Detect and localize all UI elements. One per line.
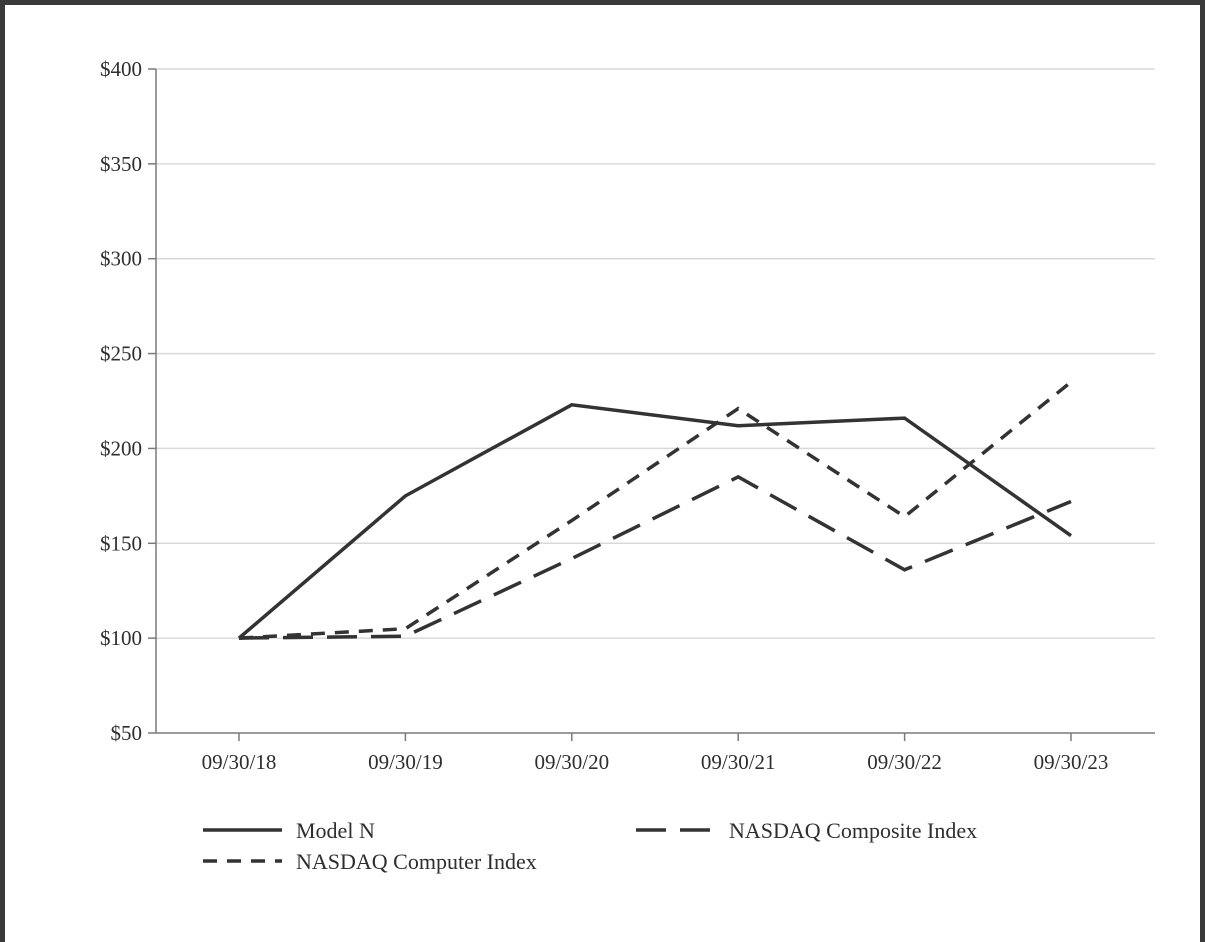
legend-label-nasdaq-composite: NASDAQ Composite Index [729,818,977,843]
y-tick-label: $350 [100,152,142,176]
gridlines [156,68,1155,639]
x-tick-label: 09/30/22 [867,750,942,774]
y-tick-label: $150 [100,531,142,555]
legend-item-nasdaq-computer: NASDAQ Computer Index [203,849,537,874]
series-line-nasdaq-composite-index [238,474,1072,640]
y-tick-labels: $50 $100 $150 $200 $250 $300 $350 $400 [100,57,142,745]
legend-item-model-n: Model N [203,818,375,843]
y-tick-label: $50 [111,721,143,745]
x-tick-labels: 09/30/18 09/30/19 09/30/20 09/30/21 09/30/22… [202,750,1109,774]
y-tick-label: $400 [100,57,142,81]
series-line-nasdaq-computer-index [238,380,1073,640]
x-tick-label: 09/30/23 [1034,750,1109,774]
legend-label-model-n: Model N [296,818,375,843]
x-tick-label: 09/30/19 [368,750,443,774]
y-tick-label: $250 [100,342,142,366]
series-lines [237,380,1073,640]
y-tick-label: $300 [100,247,142,271]
x-tick-label: 09/30/21 [701,750,776,774]
series-line-model-n [237,402,1073,640]
y-tick-label: $200 [100,436,142,460]
x-tick-label: 09/30/18 [202,750,277,774]
y-tick-label: $100 [100,626,142,650]
legend: Model N NASDAQ Composite Index NASDAQ Co… [203,818,977,874]
legend-label-nasdaq-computer: NASDAQ Computer Index [296,849,537,874]
legend-item-nasdaq-composite: NASDAQ Composite Index [636,818,977,843]
x-tick-label: 09/30/20 [534,750,609,774]
axes [148,68,1155,741]
